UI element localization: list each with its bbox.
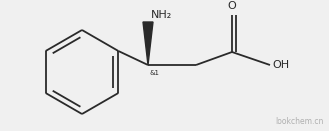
Text: NH₂: NH₂ xyxy=(151,10,172,20)
Text: &1: &1 xyxy=(150,70,160,76)
Text: O: O xyxy=(228,1,236,11)
Polygon shape xyxy=(143,22,153,65)
Text: OH: OH xyxy=(272,60,289,70)
Text: lookchem.cn: lookchem.cn xyxy=(276,117,324,126)
